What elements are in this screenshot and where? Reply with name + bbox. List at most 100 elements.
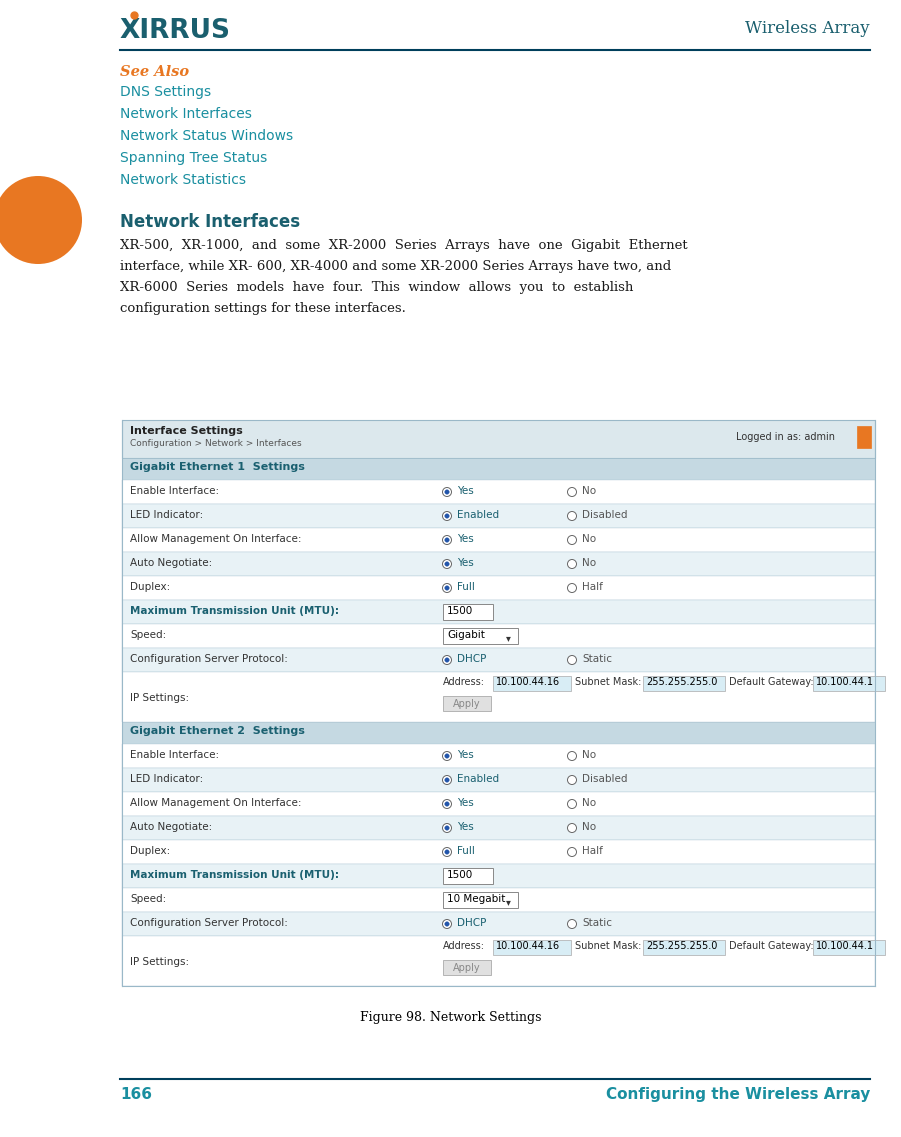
Text: configuration settings for these interfaces.: configuration settings for these interfa… [120, 302, 405, 315]
Circle shape [442, 656, 451, 664]
Circle shape [442, 583, 451, 592]
Text: Yes: Yes [457, 822, 474, 832]
Circle shape [442, 752, 451, 761]
Text: 10.100.44.16: 10.100.44.16 [496, 941, 560, 951]
Circle shape [568, 512, 577, 521]
Circle shape [445, 778, 450, 782]
Text: 10.100.44.1: 10.100.44.1 [816, 677, 874, 687]
Bar [643, 940, 725, 955]
Text: Figure 98. Network Settings: Figure 98. Network Settings [359, 1011, 542, 1024]
Circle shape [445, 802, 450, 806]
Bar [813, 677, 885, 691]
Text: Half: Half [582, 582, 603, 592]
Circle shape [442, 536, 451, 545]
Text: Duplex:: Duplex: [130, 846, 170, 856]
Circle shape [568, 847, 577, 856]
Text: 10.100.44.1: 10.100.44.1 [816, 941, 874, 951]
Text: Subnet Mask:: Subnet Mask: [575, 941, 642, 951]
Bar [122, 528, 875, 551]
Bar [493, 940, 571, 955]
Bar [122, 792, 875, 816]
Text: Auto Negotiate:: Auto Negotiate: [130, 558, 213, 568]
Bar [493, 677, 571, 691]
Text: 1500: 1500 [447, 870, 473, 880]
Text: Full: Full [457, 846, 475, 856]
Text: No: No [582, 485, 596, 496]
Bar [122, 576, 875, 600]
Circle shape [568, 823, 577, 832]
Text: Apply: Apply [453, 963, 481, 973]
Text: Address:: Address: [443, 941, 485, 951]
Bar [122, 722, 875, 744]
Text: LED Indicator:: LED Indicator: [130, 511, 204, 520]
Text: DHCP: DHCP [457, 654, 487, 664]
Text: No: No [582, 750, 596, 760]
Text: 1500: 1500 [447, 606, 473, 616]
Text: Yes: Yes [457, 750, 474, 760]
Bar [122, 888, 875, 912]
Circle shape [442, 775, 451, 785]
Circle shape [445, 922, 450, 927]
Text: See Also: See Also [120, 65, 189, 78]
Text: Network Statistics: Network Statistics [120, 173, 246, 186]
Text: interface, while XR- 600, XR-4000 and some XR-2000 Series Arrays have two, and: interface, while XR- 600, XR-4000 and so… [120, 260, 671, 273]
Text: Auto Negotiate:: Auto Negotiate: [130, 822, 213, 832]
Bar [443, 696, 491, 711]
Text: Enabled: Enabled [457, 511, 499, 520]
Text: 255.255.255.0: 255.255.255.0 [646, 941, 717, 951]
Text: Wireless Array: Wireless Array [745, 20, 870, 38]
Circle shape [445, 754, 450, 758]
Text: ▾: ▾ [506, 897, 511, 907]
Text: Default Gateway:: Default Gateway: [729, 941, 814, 951]
Circle shape [568, 583, 577, 592]
Circle shape [445, 514, 450, 518]
Bar [122, 504, 875, 528]
Text: Speed:: Speed: [130, 630, 167, 640]
Bar [443, 628, 518, 644]
Text: Gigabit Ethernet 1  Settings: Gigabit Ethernet 1 Settings [130, 462, 305, 472]
Text: Configuring the Wireless Array: Configuring the Wireless Array [605, 1087, 870, 1102]
Text: Enabled: Enabled [457, 774, 499, 785]
Text: Configuration > Network > Interfaces: Configuration > Network > Interfaces [130, 439, 302, 448]
Circle shape [568, 536, 577, 545]
Bar [122, 936, 875, 986]
Text: Gigabit Ethernet 2  Settings: Gigabit Ethernet 2 Settings [130, 727, 305, 736]
Text: Half: Half [582, 846, 603, 856]
Text: Apply: Apply [453, 699, 481, 709]
Bar [122, 816, 875, 840]
Text: Interface Settings: Interface Settings [130, 426, 242, 435]
Circle shape [442, 847, 451, 856]
Text: 166: 166 [120, 1087, 152, 1102]
Circle shape [445, 849, 450, 854]
Circle shape [445, 562, 450, 566]
Circle shape [442, 799, 451, 808]
Circle shape [445, 658, 450, 662]
Circle shape [568, 799, 577, 808]
Bar [122, 458, 875, 480]
Text: Yes: Yes [457, 485, 474, 496]
Bar [443, 893, 518, 908]
Text: XIRRUS: XIRRUS [120, 18, 231, 44]
Text: No: No [582, 822, 596, 832]
Text: Allow Management On Interface:: Allow Management On Interface: [130, 534, 302, 543]
Bar [122, 420, 875, 458]
Circle shape [568, 488, 577, 497]
Text: Spanning Tree Status: Spanning Tree Status [120, 151, 268, 165]
Text: Gigabit: Gigabit [447, 630, 485, 640]
Bar [122, 767, 875, 792]
Text: XR-6000  Series  models  have  four.  This  window  allows  you  to  establish: XR-6000 Series models have four. This wi… [120, 281, 633, 294]
Text: Enable Interface:: Enable Interface: [130, 485, 219, 496]
Circle shape [0, 176, 82, 264]
Text: Disabled: Disabled [582, 511, 627, 520]
Text: Network Status Windows: Network Status Windows [120, 128, 293, 143]
Text: Maximum Transmission Unit (MTU):: Maximum Transmission Unit (MTU): [130, 606, 339, 616]
Text: 10.100.44.16: 10.100.44.16 [496, 677, 560, 687]
Circle shape [442, 512, 451, 521]
Text: Speed:: Speed: [130, 894, 167, 904]
Bar [122, 600, 875, 624]
Bar [122, 551, 875, 576]
Circle shape [442, 559, 451, 568]
Circle shape [568, 752, 577, 761]
Text: Network Interfaces: Network Interfaces [120, 213, 300, 231]
Bar [443, 960, 491, 976]
